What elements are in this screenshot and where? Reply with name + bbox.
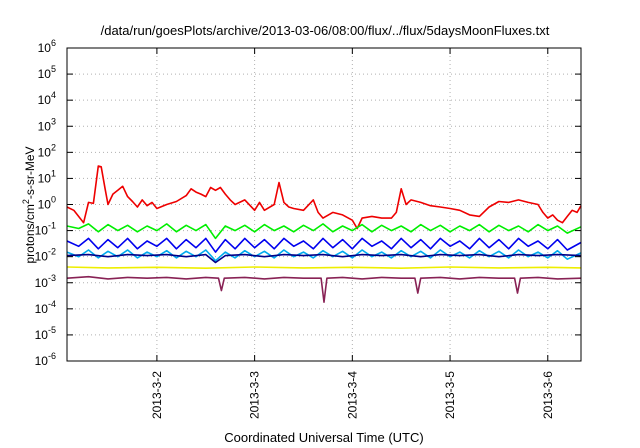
y-axis: 10-610-510-410-310-210-11001011021031041… <box>35 38 581 368</box>
y-tick-exponent: 3 <box>51 116 56 126</box>
y-tick-base: 10 <box>35 250 49 264</box>
y-tick-base: 10 <box>38 145 52 159</box>
x-tick-label: 2013-3-3 <box>248 371 262 419</box>
series-layer <box>66 165 582 303</box>
grid <box>67 48 581 361</box>
y-tick-base: 10 <box>38 198 52 212</box>
y-axis-label-superscript: 2 <box>21 199 31 204</box>
x-tick-label: 2013-3-5 <box>443 371 457 419</box>
y-tick-exponent: 1 <box>51 168 56 178</box>
y-tick-exponent: -1 <box>48 221 56 231</box>
y-tick-label: 105 <box>38 64 56 81</box>
y-tick-label: 10-3 <box>35 273 56 290</box>
series-line-7 <box>66 275 582 303</box>
y-tick-label: 106 <box>38 38 56 55</box>
chart-title: /data/run/goesPlots/archive/2013-03-06/0… <box>101 23 550 38</box>
y-tick-exponent: 4 <box>51 90 56 100</box>
y-tick-base: 10 <box>35 276 49 290</box>
series-line-6 <box>66 266 582 269</box>
y-tick-label: 104 <box>38 90 56 107</box>
y-tick-exponent: -5 <box>48 325 56 335</box>
y-tick-base: 10 <box>38 67 52 81</box>
y-tick-base: 10 <box>35 302 49 316</box>
y-tick-exponent: -3 <box>48 273 56 283</box>
y-tick-exponent: 5 <box>51 64 56 74</box>
y-tick-label: 10-4 <box>35 299 56 316</box>
y-axis-label-suffix: -s-sr-MeV <box>23 146 37 199</box>
y-axis-label: protons/cm2-s-sr-MeV <box>21 146 37 263</box>
y-tick-base: 10 <box>35 354 49 368</box>
y-tick-base: 10 <box>35 328 49 342</box>
y-tick-exponent: -6 <box>48 351 56 361</box>
y-tick-base: 10 <box>38 119 52 133</box>
y-tick-label: 10-1 <box>35 221 56 238</box>
y-tick-label: 10-6 <box>35 351 56 368</box>
series-line-1 <box>66 165 582 230</box>
y-tick-label: 103 <box>38 116 56 133</box>
y-tick-exponent: -2 <box>48 247 56 257</box>
y-tick-exponent: 0 <box>51 195 56 205</box>
x-axis: 2013-3-2 2013-3-3 2013-3-4 2013-3-5 2013-3-6 <box>150 48 555 419</box>
y-tick-label: 101 <box>38 168 56 185</box>
y-tick-label: 10-2 <box>35 247 56 264</box>
series-line-5 <box>66 253 582 264</box>
x-tick-label: 2013-3-2 <box>150 371 164 419</box>
y-tick-exponent: -4 <box>48 299 56 309</box>
y-tick-base: 10 <box>38 171 52 185</box>
y-tick-label: 100 <box>38 195 56 212</box>
x-tick-label: 2013-3-4 <box>345 371 359 419</box>
x-axis-label: Coordinated Universal Time (UTC) <box>224 430 423 445</box>
y-tick-exponent: 2 <box>51 142 56 152</box>
series-line-3 <box>66 237 582 253</box>
y-tick-exponent: 6 <box>51 38 56 48</box>
y-tick-base: 10 <box>35 224 49 238</box>
y-tick-base: 10 <box>38 93 52 107</box>
y-axis-label-prefix: protons/cm <box>23 204 37 263</box>
x-tick-label: 2013-3-6 <box>541 371 555 419</box>
y-tick-base: 10 <box>38 41 52 55</box>
y-tick-label: 10-5 <box>35 325 56 342</box>
series-line-2 <box>66 223 582 240</box>
y-tick-label: 102 <box>38 142 56 159</box>
